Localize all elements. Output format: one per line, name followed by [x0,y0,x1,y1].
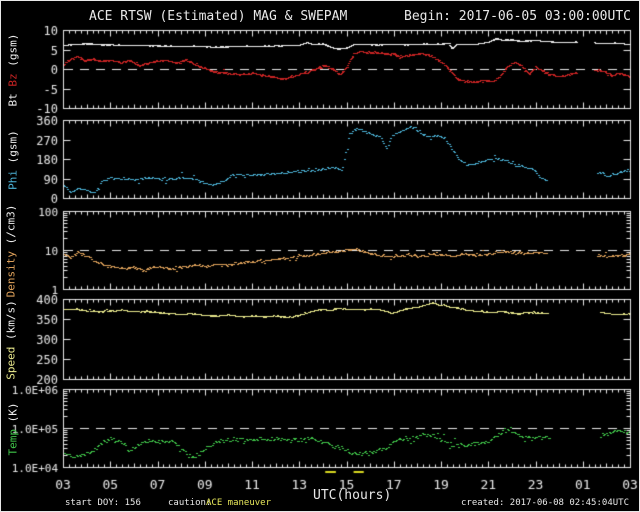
y-axis-label-temp: Temp (K) [7,403,20,456]
y-axis-label-part: (gsm) [6,130,20,170]
y-axis-label-part: (/cm3) [4,204,18,251]
begin-timestamp: Begin: 2017-06-05 03:00:00UTC [404,9,631,24]
y-axis-label-phi: Phi (gsm) [7,130,20,190]
y-axis-label-mag: Bt Bz (gsm) [7,34,20,107]
y-axis-label-density: Density (/cm3) [5,205,18,298]
footer-start-doy: start DOY: 156 [65,498,141,508]
y-axis-label-part: Density [4,251,18,298]
footer-caution-label: caution: [168,498,212,508]
y-axis-label-part: Temp [6,429,20,456]
y-axis-label-part: (gsm) [6,33,20,74]
y-axis-label-part: Bz [6,73,20,87]
y-axis-label-part: Speed [4,346,18,380]
footer-created-timestamp: created: 2017-06-08 02:45:04UTC [461,498,629,508]
x-axis-label: UTC(hours) [313,488,392,503]
y-axis-label-part: (K) [6,402,20,429]
y-axis-label-part: (km/s) [4,300,18,347]
y-axis-label-speed: Speed (km/s) [5,300,18,379]
plot-title: ACE RTSW (Estimated) MAG & SWEPAM [89,9,348,24]
y-axis-label-part: Bt [6,86,20,107]
y-axis-label-part: Phi [6,169,20,190]
footer-caution-value: ACE maneuver [206,498,272,508]
